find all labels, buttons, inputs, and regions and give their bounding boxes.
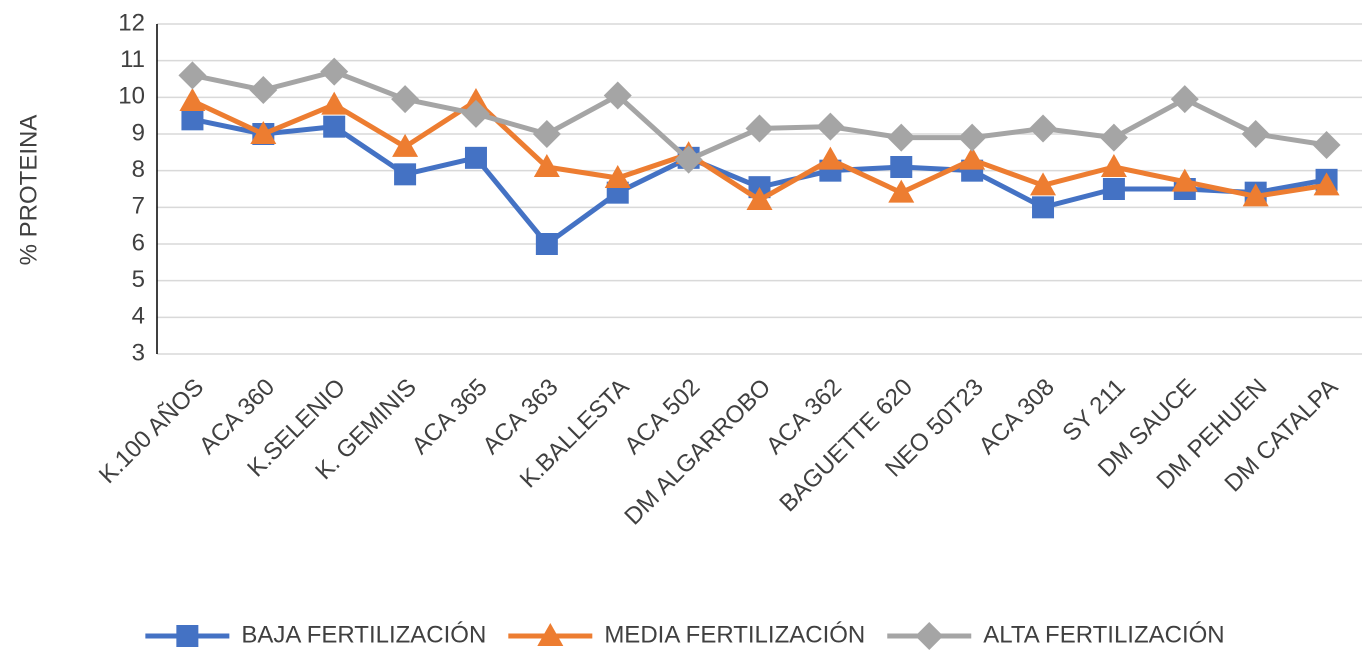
data-point <box>178 61 207 90</box>
data-point <box>1032 196 1055 219</box>
data-point <box>320 57 349 86</box>
data-point <box>1242 183 1269 207</box>
data-point <box>674 145 703 174</box>
data-point <box>181 108 204 131</box>
data-point <box>604 165 631 188</box>
y-tick-label: 12 <box>118 9 145 36</box>
x-tick-label: ACA 308 <box>974 374 1060 460</box>
data-point <box>1313 172 1340 196</box>
data-point <box>1171 168 1198 192</box>
y-tick-label: 10 <box>118 83 145 110</box>
data-point <box>250 121 277 144</box>
y-tick-label: 7 <box>132 193 145 220</box>
legend-label: ALTA FERTILIZACIÓN <box>983 621 1224 648</box>
data-point <box>461 99 490 128</box>
x-tick-label: ACA 365 <box>407 374 493 460</box>
data-point <box>745 114 774 143</box>
data-point <box>249 76 278 104</box>
data-point <box>746 187 773 210</box>
data-point <box>890 156 913 178</box>
data-point <box>533 154 560 177</box>
data-point <box>816 112 845 141</box>
data-point <box>603 81 632 110</box>
data-point <box>532 120 561 148</box>
legend-marker <box>537 623 564 646</box>
y-axis-label: % PROTEINA <box>15 115 42 266</box>
data-point <box>462 88 489 111</box>
y-tick-label: 11 <box>120 46 145 73</box>
data-point <box>959 146 986 170</box>
legend-label: BAJA FERTILIZACIÓN <box>241 621 486 648</box>
data-point <box>321 91 348 115</box>
data-point <box>1170 85 1199 114</box>
data-point <box>391 85 420 114</box>
legend-marker <box>915 622 944 650</box>
data-point <box>394 163 417 186</box>
y-tick-label: 9 <box>132 119 145 146</box>
data-point <box>1102 178 1125 200</box>
data-point <box>464 146 487 169</box>
data-point <box>1100 154 1127 177</box>
data-point <box>392 133 419 157</box>
data-point <box>1312 131 1341 159</box>
data-point <box>958 123 987 152</box>
x-tick-label: BAGUETTE 620 <box>774 374 918 518</box>
data-point <box>1029 114 1058 143</box>
y-tick-label: 5 <box>132 266 145 293</box>
data-point <box>887 123 916 152</box>
y-tick-label: 4 <box>132 303 145 330</box>
y-tick-label: 6 <box>132 229 145 256</box>
legend: BAJA FERTILIZACIÓN MEDIA FERTILIZACIÓN ALT… <box>145 621 1225 650</box>
data-point <box>535 233 558 255</box>
data-point <box>323 115 346 138</box>
y-tick-label: 8 <box>132 156 145 183</box>
data-point <box>888 179 915 203</box>
data-point <box>1030 172 1057 196</box>
legend-label: MEDIA FERTILIZACIÓN <box>604 621 865 648</box>
data-point <box>1099 123 1128 152</box>
data-point <box>1241 120 1270 148</box>
legend-marker <box>176 625 199 647</box>
data-point <box>817 146 844 170</box>
data-point <box>179 88 206 111</box>
y-tick-label: 3 <box>132 339 145 366</box>
x-tick-label: K.100 AÑOS <box>94 374 209 489</box>
